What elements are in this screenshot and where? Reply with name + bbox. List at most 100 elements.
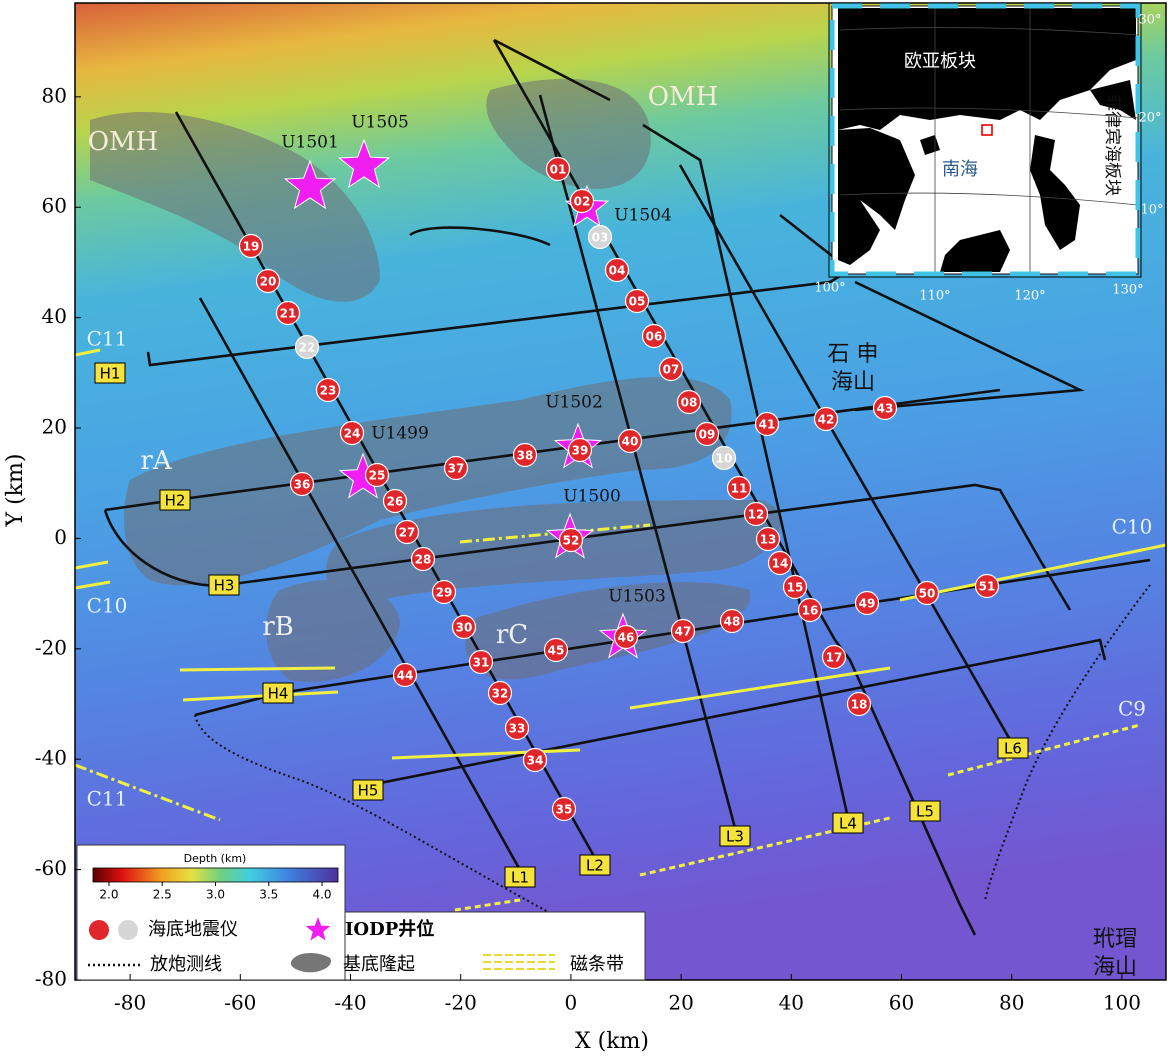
station-label: 09 — [699, 428, 716, 442]
colorbar-title: Depth (km) — [184, 852, 247, 865]
magnetic-line — [75, 348, 101, 357]
y-tick-label: -60 — [35, 856, 67, 880]
station-label: 19 — [243, 240, 260, 254]
survey-line — [409, 226, 551, 247]
station-label: 05 — [629, 295, 646, 309]
ridge-label: rC — [496, 620, 528, 650]
x-tick-label: 80 — [999, 991, 1024, 1015]
station-label: 47 — [675, 625, 692, 639]
line-label: L3 — [726, 828, 744, 846]
magnetic-line — [75, 763, 221, 822]
land — [1090, 80, 1136, 120]
well-label: U1500 — [563, 487, 621, 507]
line-label: H4 — [268, 685, 289, 703]
x-axis-label: X (km) — [575, 1029, 649, 1054]
station-label: 33 — [509, 722, 526, 736]
station — [587, 224, 613, 250]
colorbar-tick-label: 3.5 — [259, 888, 278, 902]
inset-lat: 20° — [1138, 111, 1161, 126]
y-tick-label: 80 — [42, 83, 67, 107]
colorbar-tick-label: 2.0 — [99, 888, 118, 902]
station-label: 38 — [517, 449, 534, 463]
land — [940, 230, 1010, 272]
station — [504, 715, 530, 741]
station-label: 37 — [448, 462, 465, 476]
line-label: L2 — [586, 857, 604, 875]
station-label: 28 — [415, 553, 432, 567]
station-label: 36 — [294, 478, 311, 492]
inset-lon: 120° — [1014, 289, 1045, 304]
line-label-box — [909, 800, 941, 822]
seamount-label: 海山 — [1093, 955, 1137, 980]
station-label: 44 — [397, 669, 414, 683]
map-labels: 0102030405060708091011121314151617181920… — [87, 82, 1153, 980]
inset-lon: 110° — [919, 289, 950, 304]
legend-item: 基底隆起 — [343, 954, 415, 975]
x-tick-label: -40 — [334, 991, 366, 1015]
station — [767, 550, 793, 576]
station — [289, 471, 315, 497]
ridge-label: rB — [262, 612, 294, 642]
line-label-box — [579, 854, 611, 876]
station — [468, 649, 494, 675]
station — [339, 420, 365, 446]
inset-label: 欧亚板块 — [904, 51, 976, 72]
station-label: 31 — [473, 656, 490, 670]
station — [410, 546, 436, 572]
station-label: 06 — [646, 330, 663, 344]
line-label-box — [832, 812, 864, 834]
inset-frame — [828, 2, 1142, 278]
well-label: U1503 — [608, 587, 666, 607]
y-tick-label: -40 — [35, 746, 67, 770]
station — [451, 614, 477, 640]
station — [711, 445, 737, 471]
survey-line — [146, 213, 1085, 412]
station — [443, 455, 469, 481]
legend-item: IODP井位 — [345, 918, 434, 940]
station-label: 11 — [731, 482, 748, 496]
line-label-box — [94, 362, 126, 384]
station — [854, 590, 880, 616]
station — [238, 233, 264, 259]
legend-item: 放炮测线 — [150, 954, 222, 975]
x-tick-label: 60 — [889, 991, 914, 1015]
station — [315, 377, 341, 403]
station — [846, 691, 872, 717]
chron-label: C10 — [87, 594, 128, 618]
station-label: 23 — [320, 384, 337, 398]
station — [617, 428, 643, 454]
colorbar-tick-label: 4.0 — [312, 888, 331, 902]
land — [838, 8, 1136, 130]
well-label: U1504 — [614, 206, 672, 226]
station — [569, 188, 595, 214]
line-label: L1 — [511, 869, 529, 887]
station-label: 27 — [399, 526, 416, 540]
x-tick-label: -80 — [114, 991, 146, 1015]
station — [567, 437, 593, 463]
station-label: 35 — [556, 803, 573, 817]
chron-label: C9 — [1118, 697, 1146, 721]
magnetic-line — [391, 748, 581, 760]
survey-line — [538, 94, 737, 829]
chron-label: C10 — [1112, 515, 1153, 539]
station — [694, 421, 720, 447]
x-tick-label: 20 — [668, 991, 693, 1015]
station-label: 43 — [877, 402, 894, 416]
legend-star — [305, 917, 331, 941]
survey-line — [198, 297, 522, 871]
station — [719, 608, 745, 634]
station-label: 21 — [280, 307, 297, 321]
station — [431, 579, 457, 605]
survey-line — [492, 38, 977, 936]
graticule — [839, 27, 1139, 206]
station — [364, 462, 390, 488]
station-label: 20 — [260, 275, 277, 289]
station — [782, 574, 808, 600]
chron-label: C11 — [87, 327, 128, 351]
station-label: 40 — [622, 435, 639, 449]
land — [838, 128, 915, 230]
station-label: 46 — [618, 631, 635, 645]
land — [1030, 135, 1080, 250]
inset-lat: 10° — [1140, 203, 1163, 218]
